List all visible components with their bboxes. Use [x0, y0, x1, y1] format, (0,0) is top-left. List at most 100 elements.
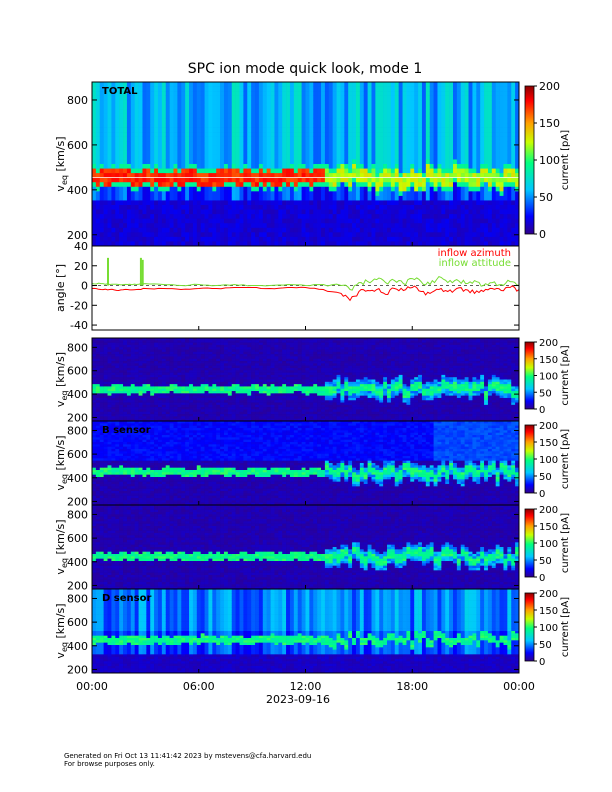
heatmap-cell	[290, 200, 294, 205]
heatmap-cell	[430, 128, 434, 133]
heatmap-cell	[135, 380, 139, 383]
heatmap-cell	[352, 87, 356, 92]
heatmap-cell	[111, 363, 115, 366]
heatmap-cell	[387, 114, 391, 119]
heatmap-cell	[193, 366, 197, 369]
heatmap-cell	[158, 196, 162, 201]
heatmap-cell	[430, 105, 434, 110]
heatmap-cell	[325, 128, 329, 133]
heatmap-cell	[500, 210, 504, 215]
heatmap-cell	[208, 137, 212, 142]
heatmap-cell	[449, 105, 453, 110]
heatmap-cell	[104, 109, 108, 114]
heatmap-cell	[228, 223, 232, 228]
heatmap-cell	[243, 114, 247, 119]
heatmap-cell	[201, 169, 205, 174]
heatmap-cell	[325, 100, 329, 105]
heatmap-cell	[142, 196, 146, 201]
heatmap-cell	[325, 178, 329, 183]
heatmap-cell	[139, 109, 143, 114]
heatmap-cell	[135, 100, 139, 105]
heatmap-cell	[185, 389, 189, 392]
heatmap-cell	[441, 155, 445, 160]
heatmap-cell	[92, 391, 96, 394]
heatmap-cell	[356, 178, 360, 183]
heatmap-cell	[224, 159, 228, 164]
heatmap-cell	[294, 182, 298, 187]
heatmap-cell	[344, 205, 348, 210]
heatmap-cell	[119, 377, 123, 380]
heatmap-cell	[139, 389, 143, 392]
heatmap-cell	[449, 128, 453, 133]
heatmap-cell	[418, 150, 422, 155]
heatmap-cell	[267, 150, 271, 155]
heatmap-cell	[399, 87, 403, 92]
heatmap-cell	[263, 137, 267, 142]
heatmap-cell	[115, 164, 119, 169]
heatmap-cell	[453, 100, 457, 105]
heatmap-cell	[154, 137, 158, 142]
heatmap-cell	[92, 407, 96, 410]
heatmap-cell	[166, 137, 170, 142]
heatmap-cell	[146, 128, 150, 133]
heatmap-cell	[123, 354, 127, 357]
heatmap-cell	[174, 370, 178, 373]
heatmap-cell	[111, 205, 115, 210]
heatmap-cell	[92, 359, 96, 362]
heatmap-cell	[220, 237, 224, 242]
heatmap-cell	[356, 232, 360, 237]
heatmap-cell	[108, 137, 112, 142]
heatmap-cell	[278, 223, 282, 228]
heatmap-cell	[255, 228, 259, 233]
heatmap-cell	[321, 191, 325, 196]
heatmap-cell	[437, 146, 441, 151]
heatmap-cell	[111, 187, 115, 192]
heatmap-cell	[119, 398, 123, 401]
heatmap-cell	[92, 354, 96, 357]
heatmap-cell	[170, 389, 174, 392]
heatmap-cell	[131, 359, 135, 362]
heatmap-cell	[139, 412, 143, 415]
heatmap-cell	[290, 114, 294, 119]
heatmap-cell	[154, 377, 158, 380]
heatmap-cell	[174, 105, 178, 110]
heatmap-cell	[422, 105, 426, 110]
heatmap-cell	[127, 137, 131, 142]
heatmap-cell	[131, 109, 135, 114]
heatmap-cell	[445, 237, 449, 242]
heatmap-cell	[406, 196, 410, 201]
heatmap-cell	[375, 164, 379, 169]
heatmap-cell	[177, 182, 181, 187]
heatmap-cell	[92, 363, 96, 366]
heatmap-cell	[492, 196, 496, 201]
heatmap-cell	[290, 205, 294, 210]
heatmap-cell	[150, 210, 154, 215]
heatmap-cell	[465, 232, 469, 237]
heatmap-cell	[480, 82, 484, 87]
heatmap-cell	[111, 155, 115, 160]
heatmap-cell	[414, 155, 418, 160]
heatmap-cell	[434, 146, 438, 151]
heatmap-cell	[135, 407, 139, 410]
heatmap-cell	[503, 164, 507, 169]
heatmap-cell	[189, 105, 193, 110]
heatmap-cell	[127, 178, 131, 183]
heatmap-cell	[119, 150, 123, 155]
heatmap-cell	[274, 232, 278, 237]
heatmap-cell	[216, 169, 220, 174]
heatmap-cell	[127, 393, 131, 396]
heatmap-cell	[166, 164, 170, 169]
heatmap-cell	[177, 223, 181, 228]
heatmap-cell	[274, 205, 278, 210]
heatmap-cell	[496, 146, 500, 151]
heatmap-cell	[329, 219, 333, 224]
heatmap-cell	[92, 178, 96, 183]
heatmap-cell	[111, 178, 115, 183]
heatmap-cell	[228, 118, 232, 123]
heatmap-cell	[298, 205, 302, 210]
heatmap-cell	[197, 123, 201, 128]
heatmap-cell	[170, 370, 174, 373]
heatmap-cell	[216, 196, 220, 201]
heatmap-cell	[146, 155, 150, 160]
heatmap-cell	[142, 187, 146, 192]
